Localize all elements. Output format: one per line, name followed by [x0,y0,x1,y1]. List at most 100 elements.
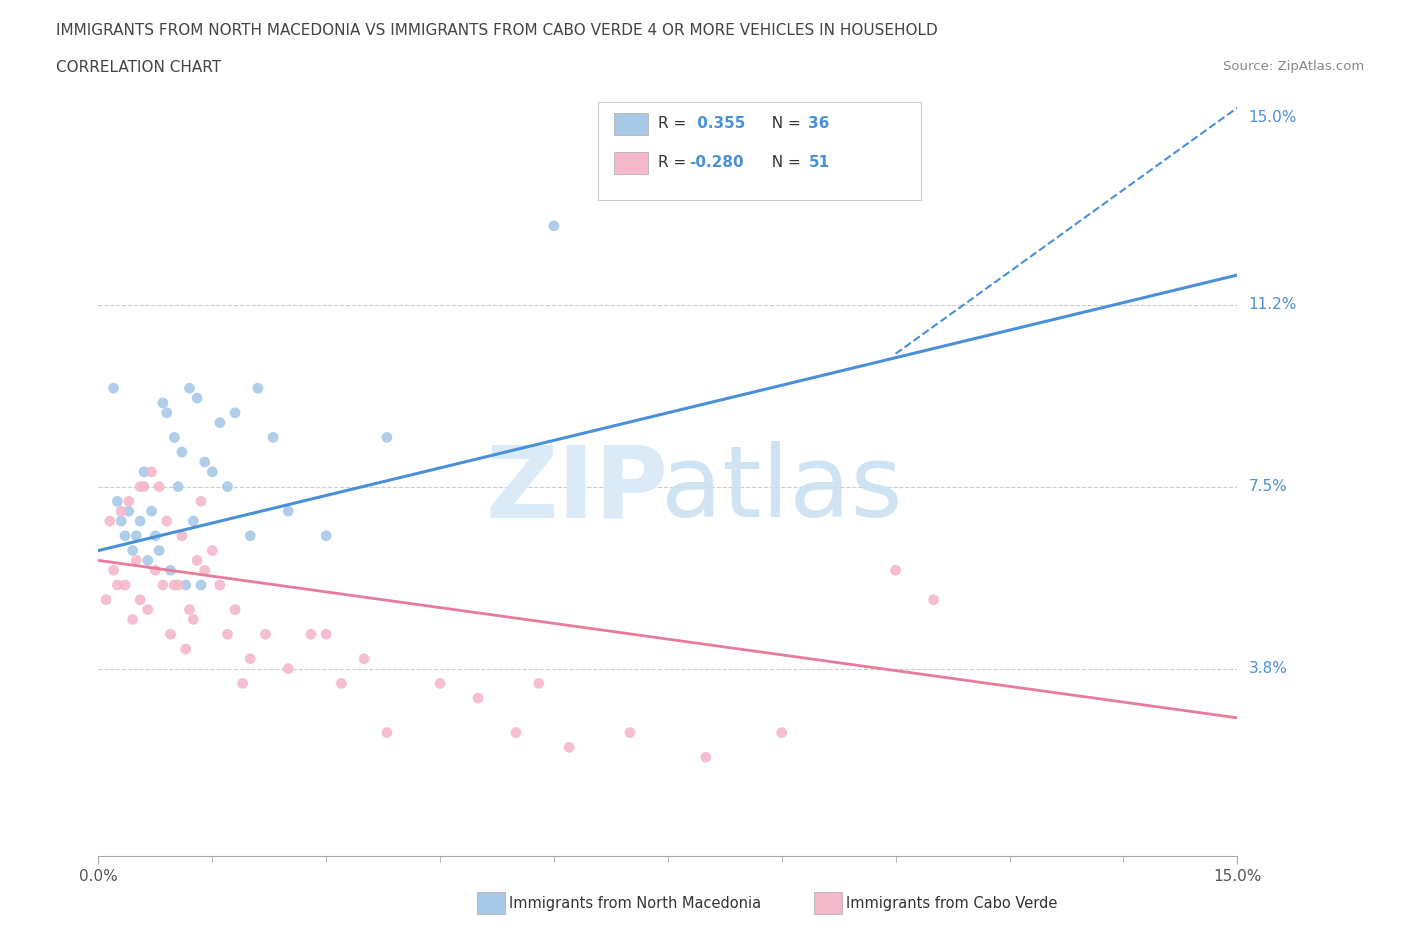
Text: N =: N = [762,116,806,131]
Text: 7.5%: 7.5% [1249,479,1288,494]
Point [167,479,190,494]
Point [174,642,197,657]
Point [114,578,136,592]
Text: R =: R = [658,155,692,170]
Point [129,479,152,494]
Point [315,528,337,543]
Point [429,676,451,691]
Point [239,651,262,666]
Point [208,415,231,430]
Point [217,627,239,642]
Point [330,676,353,691]
Point [156,405,179,420]
Point [167,578,190,592]
Point [125,553,148,568]
Text: 51: 51 [808,155,830,170]
Point [141,464,163,479]
Point [201,464,224,479]
Point [98,513,121,528]
Text: 15.0%: 15.0% [1249,110,1298,126]
Point [94,592,117,607]
Point [246,380,269,395]
Point [152,578,174,592]
Point [132,479,155,494]
Text: Immigrants from North Macedonia: Immigrants from North Macedonia [509,896,761,910]
Point [103,380,125,395]
Point [125,528,148,543]
Point [156,513,179,528]
Point [114,528,136,543]
Point [277,504,299,519]
Point [558,740,581,755]
Point [224,405,246,420]
Text: N =: N = [762,155,806,170]
Point [163,430,186,445]
Point [194,563,217,578]
Point [353,651,375,666]
Point [174,578,197,592]
Text: IMMIGRANTS FROM NORTH MACEDONIA VS IMMIGRANTS FROM CABO VERDE 4 OR MORE VEHICLES: IMMIGRANTS FROM NORTH MACEDONIA VS IMMIG… [56,23,938,38]
Point [145,528,167,543]
Point [190,578,212,592]
Point [110,513,132,528]
Text: 36: 36 [808,116,830,131]
Point [527,676,550,691]
Text: -0.280: -0.280 [689,155,744,170]
Point [163,578,186,592]
Point [148,479,170,494]
Text: 11.2%: 11.2% [1249,297,1298,312]
Point [129,592,152,607]
Point [277,661,299,676]
Point [129,513,152,528]
Point [170,445,193,459]
Point [107,578,129,592]
Point [299,627,322,642]
Point [136,553,159,568]
Point [239,528,262,543]
Point [190,494,212,509]
Point [107,494,129,509]
Text: 0.355: 0.355 [692,116,745,131]
Point [194,455,217,470]
Point [170,528,193,543]
Point [375,725,398,740]
Point [619,725,641,740]
Point [152,395,174,410]
Point [179,380,201,395]
Point [159,563,181,578]
Text: Immigrants from Cabo Verde: Immigrants from Cabo Verde [846,896,1057,910]
Point [208,578,231,592]
Text: 3.8%: 3.8% [1249,661,1288,676]
Point [922,592,945,607]
Text: Source: ZipAtlas.com: Source: ZipAtlas.com [1223,60,1364,73]
Point [186,553,208,568]
Point [505,725,527,740]
Point [201,543,224,558]
Point [148,543,170,558]
Point [224,602,246,617]
Text: atlas: atlas [661,441,903,538]
Point [217,479,239,494]
Point [132,464,155,479]
Point [141,504,163,519]
Point [543,219,565,233]
Text: ZIP: ZIP [485,441,668,538]
Point [121,612,143,627]
Point [695,750,717,764]
Point [884,563,907,578]
Point [315,627,337,642]
Point [232,676,254,691]
Point [136,602,159,617]
Point [121,543,143,558]
Point [467,691,489,706]
Point [118,504,141,519]
Point [179,602,201,617]
Point [103,563,125,578]
Point [186,391,208,405]
Point [159,627,181,642]
Point [375,430,398,445]
Text: R =: R = [658,116,692,131]
Point [110,504,132,519]
Point [183,513,205,528]
Point [183,612,205,627]
